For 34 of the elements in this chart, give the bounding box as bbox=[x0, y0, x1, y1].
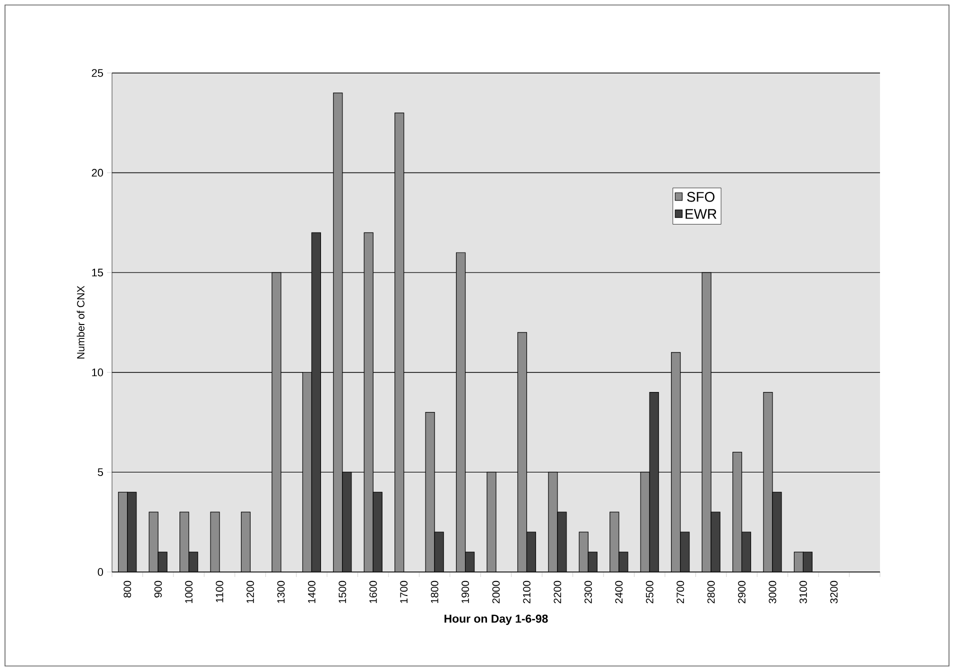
x-tick-label: 2000 bbox=[492, 580, 500, 604]
x-tick-label: 2300 bbox=[584, 580, 592, 604]
legend-label: EWR bbox=[686, 209, 716, 219]
x-tick-label: 2900 bbox=[738, 580, 746, 604]
x-tick-label: 2700 bbox=[676, 580, 684, 604]
x-axis-title: Hour on Day 1-6-98 bbox=[444, 614, 548, 625]
x-tick-label: 1100 bbox=[216, 580, 224, 602]
y-tick-label: 15 bbox=[92, 268, 104, 276]
x-tick-label: 2800 bbox=[707, 580, 715, 604]
y-tick-label: 25 bbox=[92, 69, 104, 77]
x-tick-label: 1800 bbox=[430, 580, 438, 603]
x-tick-label: 2200 bbox=[554, 580, 562, 604]
x-tick-label: 900 bbox=[154, 580, 162, 598]
x-tick-label: 800 bbox=[124, 580, 132, 598]
x-tick-label: 1500 bbox=[338, 580, 346, 603]
x-tick-label: 1300 bbox=[277, 580, 285, 603]
x-tick-label: 1900 bbox=[462, 580, 469, 603]
x-tick-label: 3100 bbox=[800, 580, 807, 604]
x-tick-label: 1600 bbox=[369, 580, 377, 603]
x-tick-label: 1700 bbox=[400, 580, 408, 603]
x-tick-label: 1200 bbox=[246, 580, 254, 603]
x-tick-label: 3000 bbox=[768, 580, 776, 604]
y-tick-label: 5 bbox=[98, 468, 104, 476]
y-tick-label: 0 bbox=[98, 568, 104, 576]
x-tick-label: 1400 bbox=[308, 580, 316, 603]
y-tick-label: 10 bbox=[92, 368, 104, 376]
y-tick-label: 20 bbox=[92, 168, 104, 177]
x-tick-label: 3200 bbox=[830, 580, 838, 604]
x-tick-label: 2100 bbox=[523, 580, 530, 604]
x-tick-label: 1000 bbox=[185, 580, 193, 603]
x-tick-label: 2500 bbox=[646, 580, 654, 604]
legend-label: SFO bbox=[687, 192, 714, 202]
x-tick-label: 2400 bbox=[615, 580, 623, 604]
y-axis-title: Number of CNX bbox=[76, 286, 84, 359]
